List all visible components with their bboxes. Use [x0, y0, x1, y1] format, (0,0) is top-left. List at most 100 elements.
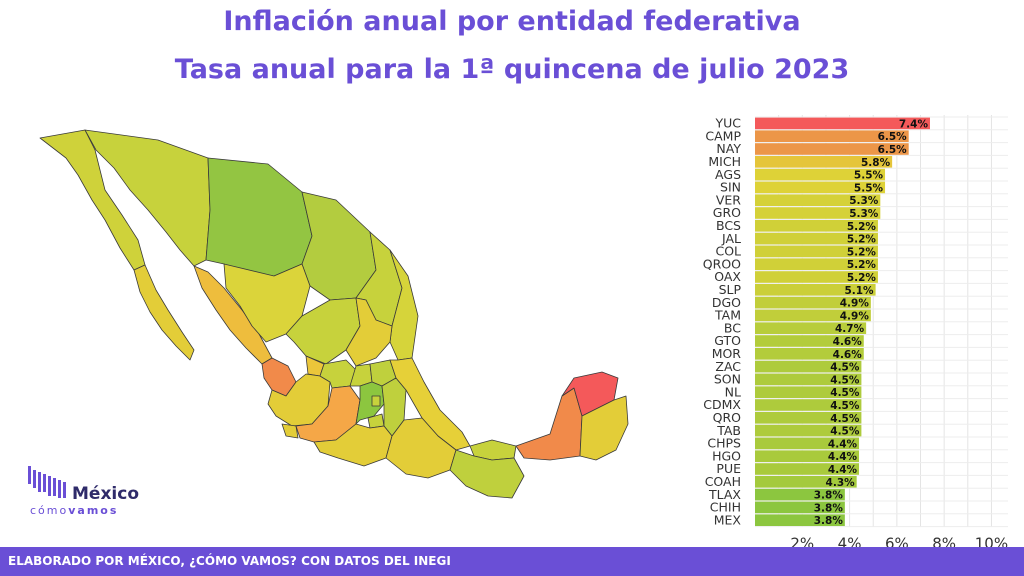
bar-qroo: [755, 258, 878, 270]
bar-chps: [755, 437, 860, 450]
data-label: 5.3%: [849, 195, 879, 207]
data-label: 5.1%: [844, 285, 874, 297]
data-label: 4.4%: [828, 464, 858, 476]
bar-son: [755, 373, 862, 386]
category-label: HGO: [712, 448, 741, 463]
bar-dgo: [755, 296, 871, 309]
category-label: COL: [715, 244, 741, 259]
bar-zac: [755, 360, 862, 373]
bar-mor: [755, 348, 864, 360]
bar-tam: [755, 309, 871, 322]
category-label: CHIH: [710, 500, 741, 515]
chart-title: Inflación anual por entidad federativa: [223, 6, 801, 37]
data-label: 5.2%: [847, 234, 877, 246]
data-label: 5.2%: [847, 246, 877, 258]
category-label: MICH: [708, 154, 741, 169]
bar-ver: [755, 194, 881, 206]
logo-bars-icon: [28, 466, 66, 498]
bar-col: [755, 245, 878, 258]
data-label: 6.5%: [878, 144, 908, 156]
data-label: 5.2%: [847, 272, 877, 284]
bar-jal: [755, 232, 878, 245]
category-label: QRO: [713, 410, 742, 425]
data-label: 4.4%: [828, 438, 858, 450]
bar-slp: [755, 284, 876, 296]
bar-yuc: [755, 117, 930, 130]
data-label: 3.8%: [814, 502, 844, 514]
data-label: 5.3%: [849, 208, 879, 220]
bar-camp: [755, 130, 909, 142]
category-label: CHPS: [707, 436, 741, 451]
category-label: DGO: [712, 295, 741, 310]
bar-chih: [755, 501, 845, 514]
chart-grid: [755, 115, 1008, 528]
data-label: 4.5%: [830, 413, 860, 425]
data-label: 4.3%: [826, 477, 856, 489]
data-label: 3.8%: [814, 490, 844, 502]
bar-qro: [755, 412, 862, 424]
x-tick-label: 4%: [838, 535, 862, 548]
mexico-como-vamos-logo: México cómovamos: [28, 458, 148, 518]
bar-pue: [755, 463, 860, 475]
category-label: SON: [714, 372, 741, 387]
category-label: GRO: [713, 205, 741, 220]
map-state-col: [281, 423, 299, 439]
category-label: AGS: [715, 167, 741, 182]
map-state-chih: [205, 157, 313, 277]
bar-mex: [755, 514, 845, 526]
data-label: 4.6%: [833, 349, 863, 361]
bar-chart: YUC 7.4% CAMP 6.5% NAY 6.5% MICH 5.8% AGS 5.5% SIN…: [703, 115, 1008, 548]
bar-cdmx: [755, 399, 862, 411]
data-label: 5.5%: [854, 182, 884, 194]
category-label: MEX: [714, 512, 742, 527]
bar-nay: [755, 143, 909, 155]
data-label: 4.9%: [840, 310, 870, 322]
bar-bc: [755, 322, 867, 334]
category-label: QROO: [703, 256, 741, 271]
category-label: MOR: [712, 346, 742, 361]
data-label: 4.5%: [830, 400, 860, 412]
data-label: 4.9%: [840, 298, 870, 310]
chart-subtitle: Tasa anual para la 1ª quincena de julio …: [174, 54, 850, 85]
category-label: JAL: [721, 231, 741, 246]
bar-ags: [755, 168, 886, 181]
map-state-coah: [301, 191, 377, 301]
category-label: NAY: [716, 141, 741, 156]
category-label: TAM: [714, 308, 741, 323]
data-label: 6.5%: [878, 131, 908, 143]
data-label: 4.7%: [835, 323, 865, 335]
map-state-zac: [285, 297, 361, 365]
category-label: SIN: [720, 180, 741, 195]
category-label: ZAC: [715, 359, 741, 374]
x-tick-label: 6%: [885, 535, 909, 548]
map-state-slp: [345, 297, 393, 367]
map-state-bcs: [133, 264, 195, 361]
x-tick-label: 8%: [932, 535, 956, 548]
category-label: PUE: [716, 461, 741, 476]
bar-tlax: [755, 488, 845, 501]
data-label: 4.5%: [830, 362, 860, 374]
data-label: 3.8%: [814, 515, 844, 527]
data-label: 5.8%: [861, 157, 891, 169]
map-state-chps: [449, 449, 525, 499]
data-label: 4.4%: [828, 451, 858, 463]
category-label: SLP: [719, 282, 742, 297]
category-label: NL: [725, 384, 741, 399]
data-label: 4.6%: [833, 336, 863, 348]
category-label: TAB: [716, 423, 741, 438]
chart-bars: YUC 7.4% CAMP 6.5% NAY 6.5% MICH 5.8% AGS 5.5% SIN…: [703, 116, 930, 527]
map-state-camp: [515, 387, 583, 461]
bar-hgo: [755, 450, 860, 462]
footer-text: ELABORADO POR MÉXICO, ¿CÓMO VAMOS? CON D…: [8, 554, 451, 568]
map-state-qroo: [579, 395, 629, 461]
data-label: 7.4%: [899, 118, 929, 130]
bar-gro: [755, 207, 881, 219]
footer-bar: ELABORADO POR MÉXICO, ¿CÓMO VAMOS? CON D…: [0, 547, 1024, 576]
data-label: 4.5%: [830, 387, 860, 399]
map-state-cdmx: [371, 395, 381, 407]
data-label: 4.5%: [830, 374, 860, 386]
category-label: GTO: [714, 333, 741, 348]
category-label: TLAX: [708, 487, 741, 502]
x-tick-label: 10%: [975, 535, 1008, 548]
data-label: 5.5%: [854, 170, 884, 182]
